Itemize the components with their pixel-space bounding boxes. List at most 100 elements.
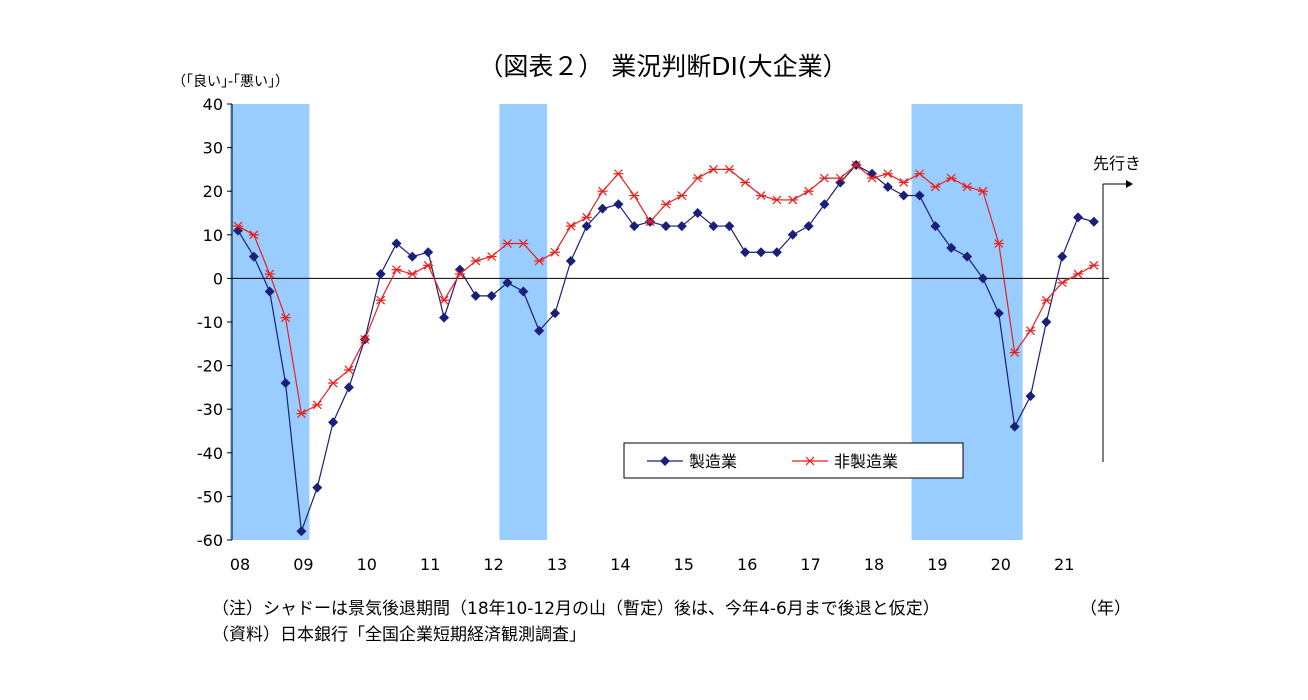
star-stroke bbox=[645, 217, 655, 227]
star-stroke bbox=[1041, 295, 1051, 305]
data-point bbox=[993, 308, 1004, 319]
data-point bbox=[692, 208, 703, 218]
y-tick-label: -20 bbox=[197, 357, 223, 376]
data-point bbox=[502, 239, 513, 248]
data-point bbox=[1009, 348, 1020, 357]
star-stroke bbox=[1010, 348, 1020, 357]
data-point bbox=[1073, 212, 1084, 223]
data-point bbox=[740, 247, 751, 258]
data-point bbox=[597, 186, 608, 196]
data-point bbox=[597, 203, 608, 214]
data-point bbox=[771, 195, 782, 205]
data-point bbox=[771, 247, 782, 258]
x-tick-label: 16 bbox=[737, 555, 757, 574]
data-point bbox=[233, 221, 243, 231]
legend-label: 製造業 bbox=[689, 452, 737, 471]
chart-title: （図表２） 業況判断DI(大企業） bbox=[478, 52, 847, 81]
data-point bbox=[518, 286, 529, 297]
data-point bbox=[1088, 260, 1099, 270]
data-point bbox=[1025, 391, 1036, 402]
data-point bbox=[724, 221, 735, 232]
data-point bbox=[581, 221, 592, 232]
data-point bbox=[264, 286, 275, 297]
star-stroke bbox=[930, 182, 940, 192]
data-point bbox=[312, 400, 323, 410]
data-point bbox=[756, 247, 767, 258]
data-point bbox=[724, 164, 735, 174]
data-point bbox=[993, 239, 1004, 248]
x-tick-label: 10 bbox=[357, 555, 377, 574]
series-layer bbox=[233, 160, 1099, 537]
data-point bbox=[550, 247, 560, 257]
data-point bbox=[328, 417, 339, 428]
data-point bbox=[565, 255, 576, 266]
star-stroke bbox=[883, 169, 893, 179]
star-stroke bbox=[709, 164, 718, 174]
data-point bbox=[486, 290, 497, 301]
star-stroke bbox=[518, 239, 528, 248]
data-point bbox=[692, 173, 703, 183]
data-point bbox=[676, 221, 687, 232]
star-stroke bbox=[566, 221, 576, 231]
star-stroke bbox=[407, 269, 417, 279]
data-point bbox=[565, 221, 576, 231]
data-point bbox=[454, 264, 465, 275]
star-stroke bbox=[835, 173, 845, 183]
y-tick-label: 20 bbox=[203, 182, 223, 201]
data-point bbox=[898, 178, 909, 187]
recession-shade-2 bbox=[499, 104, 548, 540]
data-point bbox=[1009, 421, 1020, 432]
data-point bbox=[486, 252, 497, 262]
star-stroke bbox=[677, 191, 687, 200]
y-tick-label: -10 bbox=[197, 313, 223, 332]
data-point bbox=[882, 169, 893, 179]
star-stroke bbox=[756, 191, 766, 200]
star-stroke bbox=[503, 239, 512, 248]
star-stroke bbox=[772, 195, 782, 205]
data-point bbox=[1041, 295, 1052, 305]
note-shadow: （注）シャドーは景気後退期間（18年10-12月の山（暫定）後は、今年4-6月ま… bbox=[212, 599, 940, 619]
data-point bbox=[280, 313, 291, 323]
data-point bbox=[803, 221, 814, 232]
data-point bbox=[248, 251, 259, 262]
star-stroke bbox=[471, 256, 481, 266]
x-tick-label: 08 bbox=[230, 555, 250, 574]
recession-shading bbox=[230, 104, 1023, 540]
star-stroke bbox=[344, 365, 354, 375]
star-stroke bbox=[820, 173, 829, 183]
data-point bbox=[946, 173, 957, 183]
data-point bbox=[645, 217, 656, 227]
data-point bbox=[930, 182, 941, 192]
data-point bbox=[534, 325, 545, 336]
data-point bbox=[581, 212, 592, 222]
x-tick-label: 18 bbox=[864, 555, 884, 574]
star-stroke bbox=[392, 265, 401, 275]
data-point bbox=[708, 164, 719, 174]
star-stroke bbox=[550, 247, 560, 257]
data-point bbox=[407, 269, 418, 279]
data-point bbox=[977, 273, 988, 284]
data-point bbox=[518, 239, 529, 248]
data-point bbox=[343, 382, 354, 393]
data-point bbox=[756, 191, 767, 200]
data-point bbox=[676, 191, 687, 200]
star-stroke bbox=[360, 335, 370, 344]
data-point bbox=[613, 199, 624, 210]
data-point bbox=[882, 181, 893, 192]
data-point bbox=[312, 482, 323, 493]
star-stroke bbox=[376, 295, 386, 305]
star-stroke bbox=[661, 199, 671, 209]
data-point bbox=[264, 269, 275, 279]
x-tick-label: 20 bbox=[991, 555, 1011, 574]
data-point bbox=[439, 312, 450, 323]
note-source: （資料）日本銀行「全国企業短期経済観測調査」 bbox=[212, 625, 586, 645]
x-tick-label: 19 bbox=[927, 555, 947, 574]
legend: 製造業 非製造業 bbox=[623, 442, 964, 479]
data-point bbox=[391, 238, 402, 249]
star-stroke bbox=[1089, 260, 1099, 270]
data-point bbox=[423, 247, 434, 258]
star-stroke bbox=[439, 295, 449, 305]
data-point bbox=[391, 265, 402, 275]
data-point bbox=[454, 269, 465, 279]
